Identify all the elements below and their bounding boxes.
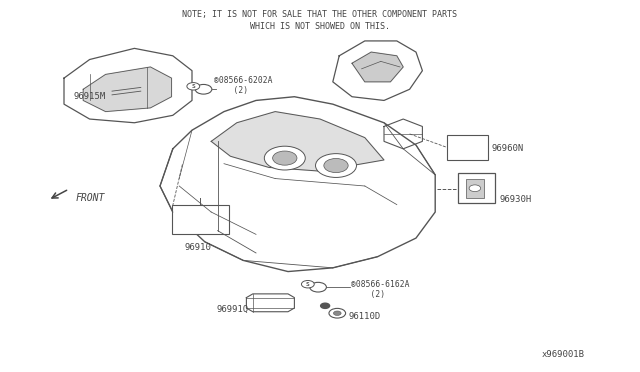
- Text: ®08566-6162A
    (2): ®08566-6162A (2): [351, 280, 409, 299]
- Circle shape: [264, 146, 305, 170]
- Polygon shape: [333, 41, 422, 100]
- FancyBboxPatch shape: [458, 173, 495, 203]
- Circle shape: [316, 154, 356, 177]
- Text: x969001B: x969001B: [541, 350, 585, 359]
- Text: 96915M: 96915M: [74, 92, 106, 101]
- Polygon shape: [352, 52, 403, 82]
- Text: S: S: [306, 282, 310, 287]
- Text: 96930H: 96930H: [499, 195, 531, 204]
- Text: S: S: [191, 84, 195, 89]
- Text: ®08566-6202A
    (2): ®08566-6202A (2): [214, 76, 273, 95]
- Text: WHICH IS NOT SHOWED ON THIS.: WHICH IS NOT SHOWED ON THIS.: [250, 22, 390, 31]
- Polygon shape: [160, 97, 435, 272]
- Polygon shape: [64, 48, 192, 123]
- Circle shape: [329, 308, 346, 318]
- Polygon shape: [246, 294, 294, 312]
- Polygon shape: [211, 112, 384, 171]
- Circle shape: [273, 151, 297, 165]
- FancyBboxPatch shape: [447, 135, 488, 160]
- Text: 96960N: 96960N: [492, 144, 524, 153]
- Circle shape: [469, 185, 481, 192]
- Polygon shape: [384, 119, 422, 149]
- Polygon shape: [83, 67, 172, 112]
- Text: FRONT: FRONT: [76, 193, 105, 203]
- Circle shape: [187, 83, 200, 90]
- Text: 96991Q: 96991Q: [216, 305, 248, 314]
- FancyBboxPatch shape: [466, 179, 484, 198]
- Circle shape: [333, 311, 341, 315]
- Text: 96110D: 96110D: [349, 312, 381, 321]
- Circle shape: [310, 282, 326, 292]
- Circle shape: [195, 84, 212, 94]
- Circle shape: [321, 303, 330, 308]
- FancyBboxPatch shape: [172, 205, 229, 234]
- Text: 96910: 96910: [185, 243, 212, 252]
- Text: NOTE; IT IS NOT FOR SALE THAT THE OTHER COMPONENT PARTS: NOTE; IT IS NOT FOR SALE THAT THE OTHER …: [182, 10, 458, 19]
- Circle shape: [324, 158, 348, 173]
- Circle shape: [301, 280, 314, 288]
